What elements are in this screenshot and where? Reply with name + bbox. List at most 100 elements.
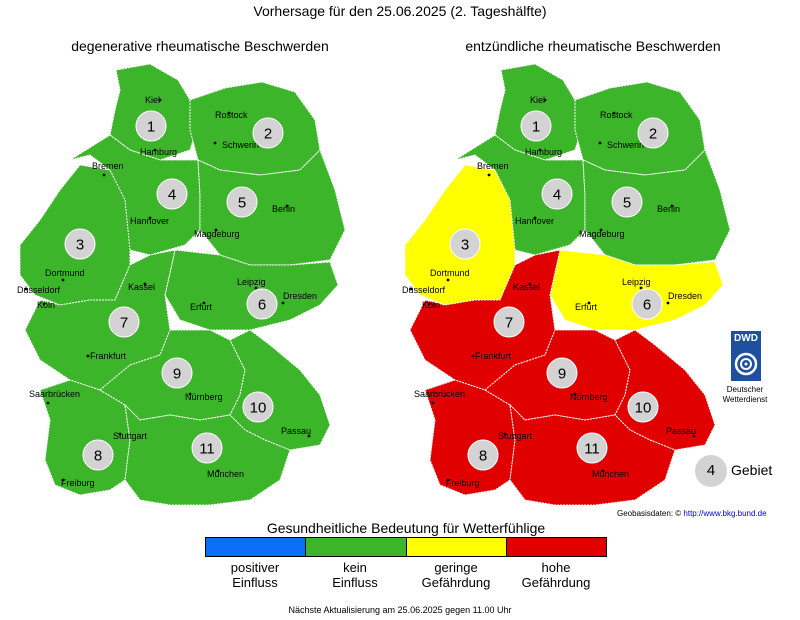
map-0-city-dot-20 (61, 478, 65, 482)
map-0-city-19: Stuttgart (113, 431, 148, 441)
map-1-city-3: Schwerin (607, 140, 644, 150)
map-1-city-dot-3 (598, 141, 602, 145)
map-0-city-9: Düsseldorf (17, 285, 61, 295)
area-legend-circle: 4 (695, 455, 727, 487)
map-1-city-5: Hannover (515, 216, 554, 226)
dwd-logo (731, 331, 761, 381)
map-0-region-number-10: 10 (250, 400, 267, 417)
map-1-region-number-11: 11 (584, 441, 600, 458)
map-0-city-dot-9 (24, 287, 28, 291)
map-1-city-10: Köln (422, 300, 440, 310)
map-0-city-dot-2 (153, 148, 157, 152)
map-1-city-0: Kiel (530, 95, 545, 105)
map-0-city-dot-8 (61, 278, 65, 282)
map-1-city-20: Freiburg (446, 478, 480, 488)
map-1-city-18: Passau (666, 426, 696, 436)
map-1-region-circle-6 (631, 288, 663, 320)
legend-label-high-2: Gefährdung (521, 575, 591, 590)
map-1-region-4 (454, 134, 586, 256)
map-1-city-dot-17 (573, 392, 577, 396)
map-1-city-dot-7 (599, 228, 603, 232)
map-0-region-5 (197, 149, 346, 266)
map-1-city-dot-9 (409, 287, 413, 291)
map-0-region-number-8: 8 (94, 448, 102, 465)
geodata-credit: Geobasisdaten: © http://www.bkg.bund.de (617, 509, 767, 518)
map-1-city-dot-13 (666, 301, 670, 305)
map-1-region-circle-5 (611, 186, 643, 218)
map-1-city-dot-5 (533, 216, 537, 220)
map-0-city-21: München (207, 469, 244, 479)
map-0-city-15: Frankfurt (90, 351, 127, 361)
map-0-city-10: Köln (37, 300, 55, 310)
map-0-city-11: Kassel (128, 282, 155, 292)
map-1-city-16: Saarbrücken (414, 389, 465, 399)
map-0-city-14: Erfurt (190, 302, 213, 312)
map-0-region-circle-5 (226, 186, 258, 218)
map-0-region-number-3: 3 (76, 237, 84, 254)
legend-label-none-2: Einfluss (332, 575, 378, 590)
map-0-city-8: Dortmund (45, 268, 85, 278)
map-title-degenerative: degenerative rheumatische Beschwerden (71, 38, 329, 54)
map-0-city-0: Kiel (145, 95, 160, 105)
map-1-city-9: Düsseldorf (402, 285, 446, 295)
map-0-group: Kiel Rostock Hamburg Schwerin Bremen Hannover… (17, 63, 346, 506)
map-1-city-dot-6 (670, 204, 674, 208)
map-0-city-dot-7 (214, 228, 218, 232)
map-1-city-dot-18 (692, 434, 696, 438)
map-0-region-circle-1 (135, 110, 167, 142)
map-0-city-dot-21 (216, 469, 220, 473)
map-0-city-dot-1 (227, 111, 231, 115)
map-1-city-dot-2 (538, 148, 542, 152)
map-0-city-dot-6 (285, 204, 289, 208)
legend-bar (205, 537, 607, 557)
map-0-region-circle-3 (64, 228, 96, 260)
map-1-region-number-6: 6 (643, 297, 651, 314)
map-0-region-number-2: 2 (264, 126, 272, 143)
map-0-region-circle-9 (161, 357, 193, 389)
map-0-city-4: Bremen (92, 161, 124, 171)
map-0-city-dot-15 (86, 354, 90, 358)
map-0-city-dot-4 (102, 173, 106, 177)
dwd-name: Deutscher Wetterdienst (712, 385, 778, 405)
map-1-region-circle-10 (627, 391, 659, 423)
map-0-region-circle-6 (246, 288, 278, 320)
map-1-city-dot-4 (487, 173, 491, 177)
map-1-city-dot-1 (612, 111, 616, 115)
map-0-region-circle-11 (191, 432, 223, 464)
map-1-city-21: München (592, 469, 629, 479)
map-1-region-circle-2 (637, 117, 669, 149)
map-1-city-dot-20 (446, 478, 450, 482)
map-0-region-number-9: 9 (173, 366, 181, 383)
map-0-region-number-5: 5 (238, 195, 246, 212)
map-1-city-7: Magdeburg (579, 229, 625, 239)
map-0-city-dot-19 (118, 432, 122, 436)
legend-label-positive: positiver Einfluss (205, 560, 305, 590)
map-1-city-17: Nürnberg (570, 392, 608, 402)
map-1-city-4: Bremen (477, 161, 509, 171)
footer-update-note: Nächste Aktualisierung am 25.06.2025 geg… (288, 605, 512, 615)
map-1-city-1: Rostock (600, 110, 633, 120)
map-1-city-dot-11 (528, 282, 532, 286)
map-1-city-15: Frankfurt (475, 351, 512, 361)
map-0-region-circle-4 (156, 178, 188, 210)
germany-maps: Kiel Rostock Hamburg Schwerin Bremen Hannover… (17, 63, 731, 506)
area-legend-label: Gebiet (731, 462, 773, 478)
map-1-group: Kiel Rostock Hamburg Schwerin Bremen Hannover… (402, 63, 731, 506)
map-title-inflammatory: entzündliche rheumatische Beschwerden (465, 38, 721, 54)
geodata-link[interactable]: http://www.bkg.bund.de (683, 509, 767, 518)
map-0-region-4 (69, 134, 201, 256)
legend-swatch-none (306, 538, 407, 556)
legend-label-none: kein Einfluss (305, 560, 405, 590)
map-0-city-3: Schwerin (222, 140, 259, 150)
map-1-city-8: Dortmund (430, 268, 470, 278)
legend-title: Gesundheitliche Bedeutung für Wetterfühl… (266, 520, 546, 536)
map-0-city-1: Rostock (215, 110, 248, 120)
map-0-city-dot-16 (46, 401, 50, 405)
map-1-region-circle-1 (520, 110, 552, 142)
map-0-city-dot-3 (213, 141, 217, 145)
map-1-region-circle-11 (576, 432, 608, 464)
map-1-region-circle-8 (467, 439, 499, 471)
dwd-name-line2: Wetterdienst (722, 395, 768, 404)
legend-label-low: geringe Gefährdung (406, 560, 506, 590)
map-1-city-dot-15 (471, 354, 475, 358)
